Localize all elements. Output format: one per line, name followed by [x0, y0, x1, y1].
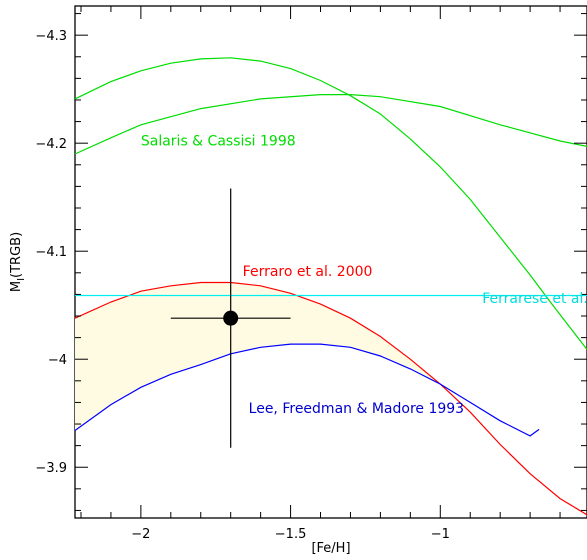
y-axis-title-sub: I: [16, 278, 27, 281]
svg-text:MI(TRGB): MI(TRGB): [9, 232, 27, 292]
series-annotation: Lee, Freedman & Madore 1993: [249, 401, 464, 417]
series-line-0: [74, 57, 587, 350]
x-tick-label: −1.5: [275, 527, 307, 542]
y-axis-title: MI(TRGB): [9, 232, 27, 292]
axis-ticks: −2 −1.5 −1 −3.9 −4 −4.1 −4.2 −4.3: [35, 6, 587, 542]
data-point-marker: [223, 310, 239, 326]
y-tick-label: −4.2: [35, 137, 67, 152]
band-fill: [75, 282, 439, 431]
series-annotation: Ferrarese et al. 2000: [482, 291, 587, 307]
annotations: Salaris & Cassisi 1998 Ferraro et al. 200…: [141, 133, 587, 417]
x-axis-title: [Fe/H]: [311, 541, 350, 556]
series-line-1: [74, 94, 587, 155]
y-tick-label: −4: [48, 353, 67, 368]
y-axis-title-rest: (TRGB): [9, 232, 24, 278]
y-tick-label: −4.3: [35, 29, 67, 44]
shaded-band: [75, 282, 439, 431]
series-annotation: Ferraro et al. 2000: [243, 264, 373, 280]
series-line-3: [74, 343, 540, 437]
data-point: [170, 188, 291, 448]
series-layer: [74, 57, 587, 516]
y-axis-title-main: M: [9, 281, 24, 292]
series-annotation: Salaris & Cassisi 1998: [141, 133, 296, 149]
plot-frame: [74, 5, 587, 519]
x-tick-label: −2: [131, 527, 150, 542]
x-tick-label: −1: [431, 527, 450, 542]
y-tick-label: −3.9: [35, 461, 67, 476]
series-line-2: [74, 281, 587, 516]
y-tick-label: −4.1: [35, 245, 67, 260]
